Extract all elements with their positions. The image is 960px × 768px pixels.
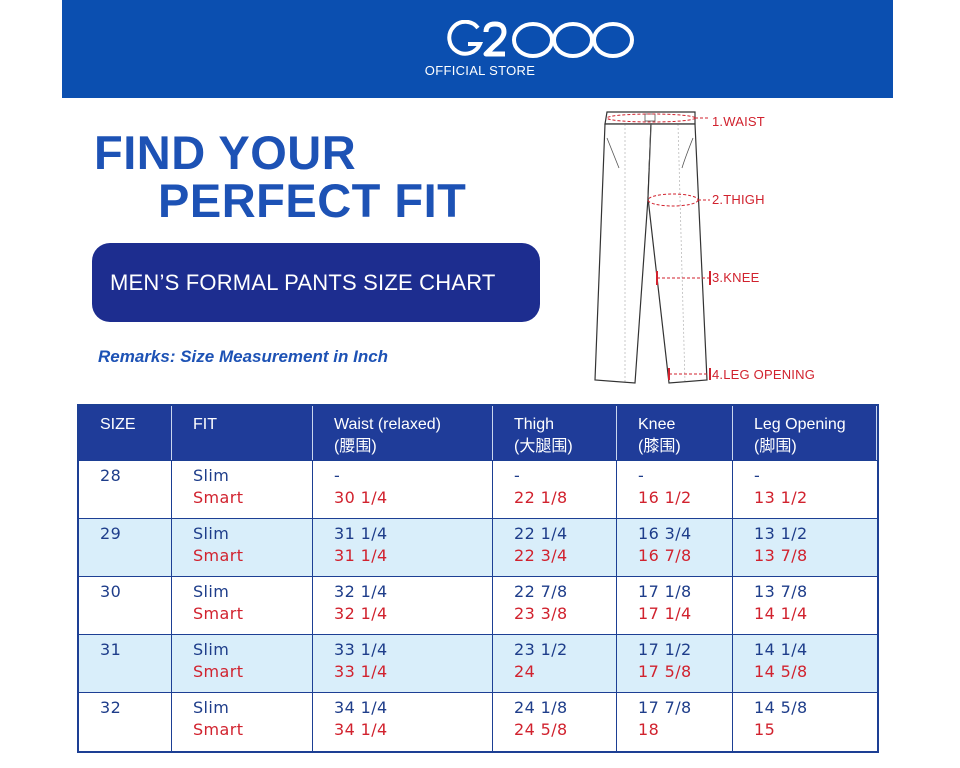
- headline-line-2: PERFECT FIT: [158, 174, 467, 227]
- table-cell-knee: 17 1/8 17 1/4: [617, 576, 733, 634]
- remarks-text: Remarks: Size Measurement in Inch: [98, 347, 389, 366]
- official-store-label: OFFICIAL STORE: [424, 63, 536, 78]
- headline-line-1: FIND YOUR: [94, 126, 357, 179]
- table-cell-leg-opening: 13 1/2 13 7/8: [733, 518, 877, 576]
- table-cell-leg-opening: 14 1/4 14 5/8: [733, 634, 877, 692]
- header-waist: Waist (relaxed) (腰围): [313, 406, 493, 460]
- table-cell-fit: Slim Smart: [172, 634, 313, 692]
- pants-measurement-diagram: [594, 111, 711, 384]
- header-knee: Knee (膝围): [617, 406, 733, 460]
- table-cell-knee: 17 7/8 18: [617, 692, 733, 751]
- table-cell-size: 30: [79, 576, 172, 634]
- table-cell-thigh: 22 7/8 23 3/8: [493, 576, 617, 634]
- table-cell-waist: 33 1/4 33 1/4: [313, 634, 493, 692]
- table-cell-fit: Slim Smart: [172, 576, 313, 634]
- table-cell-fit: Slim Smart: [172, 692, 313, 751]
- header-leg-opening: Leg Opening (脚围): [733, 406, 877, 460]
- table-cell-size: 31: [79, 634, 172, 692]
- header-fit: FIT: [172, 406, 313, 460]
- chart-title-pill: MEN’S FORMAL PANTS SIZE CHART: [92, 243, 540, 322]
- table-cell-fit: Slim Smart: [172, 460, 313, 518]
- table-cell-fit: Slim Smart: [172, 518, 313, 576]
- table-cell-knee: 16 3/4 16 7/8: [617, 518, 733, 576]
- size-chart-table: SIZE FIT Waist (relaxed) (腰围) Thigh (大腿围) …: [77, 404, 879, 753]
- header-thigh: Thigh (大腿围): [493, 406, 617, 460]
- table-cell-waist: -30 1/4: [313, 460, 493, 518]
- table-cell-leg-opening: -13 1/2: [733, 460, 877, 518]
- knee-label: 3.KNEE: [712, 270, 760, 285]
- g2000-logo: [447, 20, 634, 58]
- table-cell-leg-opening: 13 7/8 14 1/4: [733, 576, 877, 634]
- table-cell-size: 29: [79, 518, 172, 576]
- chart-title: MEN’S FORMAL PANTS SIZE CHART: [110, 270, 496, 295]
- table-cell-thigh: 24 1/8 24 5/8: [493, 692, 617, 751]
- table-cell-knee: -16 1/2: [617, 460, 733, 518]
- table-cell-thigh: -22 1/8: [493, 460, 617, 518]
- table-cell-waist: 34 1/4 34 1/4: [313, 692, 493, 751]
- table-cell-knee: 17 1/2 17 5/8: [617, 634, 733, 692]
- table-cell-waist: 31 1/4 31 1/4: [313, 518, 493, 576]
- thigh-label: 2.THIGH: [712, 192, 765, 207]
- table-cell-size: 32: [79, 692, 172, 751]
- table-cell-leg-opening: 14 5/8 15: [733, 692, 877, 751]
- waist-label: 1.WAIST: [712, 114, 765, 129]
- table-cell-thigh: 23 1/2 24: [493, 634, 617, 692]
- leg-opening-label: 4.LEG OPENING: [712, 367, 816, 382]
- table-cell-thigh: 22 1/4 22 3/4: [493, 518, 617, 576]
- table-cell-size: 28: [79, 460, 172, 518]
- table-cell-waist: 32 1/4 32 1/4: [313, 576, 493, 634]
- brand-banner: OFFICIAL STORE: [62, 0, 893, 98]
- header-size: SIZE: [79, 406, 172, 460]
